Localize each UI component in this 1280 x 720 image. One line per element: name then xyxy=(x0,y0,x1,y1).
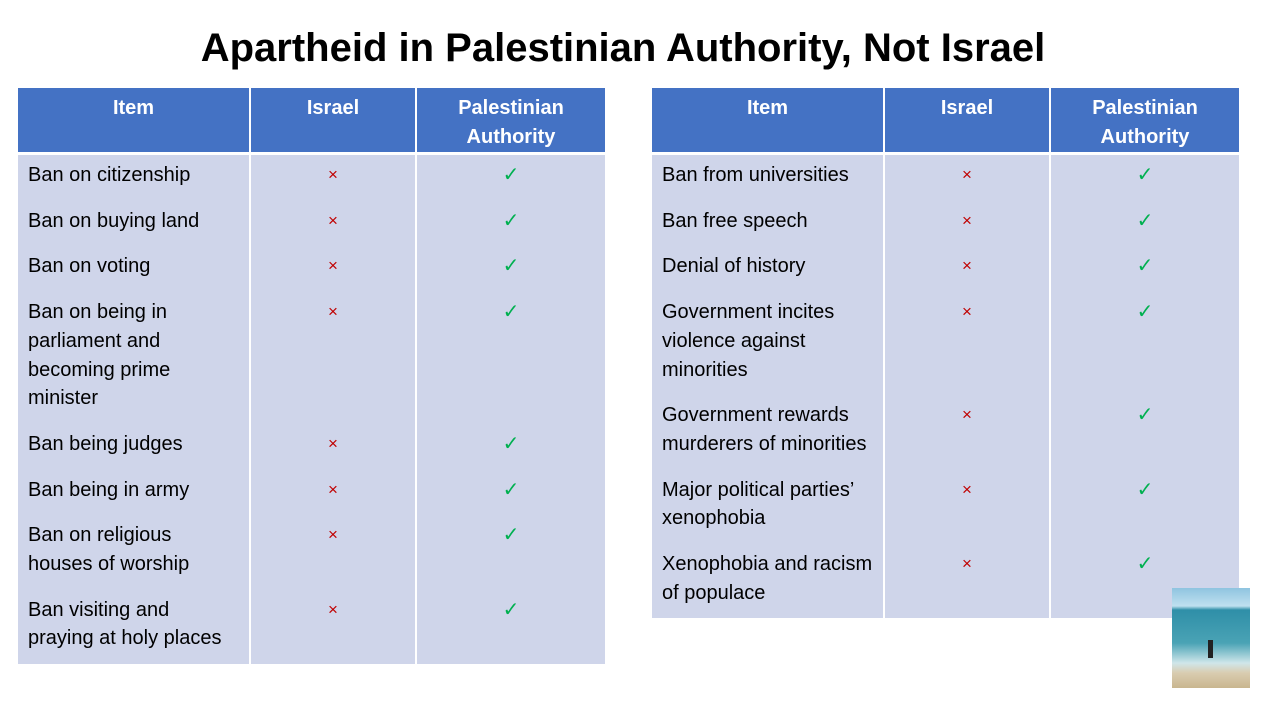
item-cell: Government incites violence against mino… xyxy=(652,292,885,396)
pa-cell: ✓ xyxy=(416,292,605,424)
table-header: Item Israel Palestinian Authority xyxy=(18,88,605,155)
table-row: Ban free speech × ✓ xyxy=(652,200,1239,247)
table-row: Ban being judges × ✓ xyxy=(18,423,605,470)
item-cell: Ban free speech xyxy=(652,200,885,247)
comparison-table: Item Israel Palestinian Authority Ban from … xyxy=(652,88,1239,619)
item-cell: Ban on religious houses of worship xyxy=(18,515,251,590)
table-row: Ban on voting × ✓ xyxy=(18,246,605,293)
pa-cell: ✓ xyxy=(1050,153,1239,201)
israel-cell: × xyxy=(250,292,417,424)
table-row: Xenophobia and racism of populace × ✓ xyxy=(652,544,1239,619)
pa-cell: ✓ xyxy=(416,515,605,590)
table-body: Ban on citizenship × ✓ Ban on buying land × ✓… xyxy=(18,153,605,665)
header-cell: Israel xyxy=(250,88,417,155)
israel-cell: × xyxy=(884,395,1051,470)
item-cell: Ban on voting xyxy=(18,246,251,293)
israel-cell: × xyxy=(884,292,1051,396)
pa-cell: ✓ xyxy=(1050,292,1239,396)
item-cell: Ban being judges xyxy=(18,423,251,470)
item-cell: Xenophobia and racism of populace xyxy=(652,544,885,619)
israel-cell: × xyxy=(250,423,417,470)
table-row: Major political parties’ xenophobia × ✓ xyxy=(652,469,1239,545)
table-row: Ban on being in parliament and becoming … xyxy=(18,292,605,424)
photo-figure xyxy=(1208,640,1213,658)
pa-cell: ✓ xyxy=(416,246,605,293)
item-cell: Ban being in army xyxy=(18,469,251,516)
pa-cell: ✓ xyxy=(1050,544,1239,619)
pa-cell: ✓ xyxy=(416,153,605,201)
beach-photo xyxy=(1172,588,1250,688)
pa-cell: ✓ xyxy=(416,200,605,247)
israel-cell: × xyxy=(250,246,417,293)
pa-cell: ✓ xyxy=(1050,395,1239,470)
pa-cell: ✓ xyxy=(416,423,605,470)
item-cell: Major political parties’ xenophobia xyxy=(652,469,885,545)
table-row: Denial of history × ✓ xyxy=(652,246,1239,293)
israel-cell: × xyxy=(884,153,1051,201)
israel-cell: × xyxy=(884,246,1051,293)
pa-cell: ✓ xyxy=(1050,246,1239,293)
item-cell: Ban on being in parliament and becoming … xyxy=(18,292,251,424)
header-cell: Item xyxy=(18,88,251,155)
table-row: Government rewards murderers of minoriti… xyxy=(652,395,1239,470)
item-cell: Denial of history xyxy=(652,246,885,293)
israel-cell: × xyxy=(884,544,1051,619)
israel-cell: × xyxy=(250,153,417,201)
table-row: Ban from universities × ✓ xyxy=(652,153,1239,201)
israel-cell: × xyxy=(250,469,417,516)
header-cell: Palestinian Authority xyxy=(1050,88,1239,155)
header-cell: Palestinian Authority xyxy=(416,88,605,155)
header-row: Item Israel Palestinian Authority xyxy=(18,88,605,155)
item-cell: Ban on buying land xyxy=(18,200,251,247)
table-body: Ban from universities × ✓ Ban free speech × ✓… xyxy=(652,153,1239,619)
israel-cell: × xyxy=(250,200,417,247)
israel-cell: × xyxy=(884,469,1051,545)
table-header: Item Israel Palestinian Authority xyxy=(652,88,1239,155)
item-cell: Government rewards murderers of minoriti… xyxy=(652,395,885,470)
header-cell: Israel xyxy=(884,88,1051,155)
table-row: Ban visiting and praying at holy places ×… xyxy=(18,589,605,665)
israel-cell: × xyxy=(884,200,1051,247)
pa-cell: ✓ xyxy=(416,469,605,516)
pa-cell: ✓ xyxy=(1050,200,1239,247)
table-row: Government incites violence against mino… xyxy=(652,292,1239,396)
comparison-table: Item Israel Palestinian Authority Ban on ci… xyxy=(18,88,605,665)
pa-cell: ✓ xyxy=(416,589,605,665)
table-row: Ban being in army × ✓ xyxy=(18,469,605,516)
israel-cell: × xyxy=(250,589,417,665)
pa-cell: ✓ xyxy=(1050,469,1239,545)
israel-cell: × xyxy=(250,515,417,590)
slide-title: Apartheid in Palestinian Authority, Not … xyxy=(200,26,1046,70)
table-row: Ban on buying land × ✓ xyxy=(18,200,605,247)
table-row: Ban on citizenship × ✓ xyxy=(18,153,605,201)
table-row: Ban on religious houses of worship × ✓ xyxy=(18,515,605,590)
header-row: Item Israel Palestinian Authority xyxy=(652,88,1239,155)
header-cell: Item xyxy=(652,88,885,155)
item-cell: Ban visiting and praying at holy places xyxy=(18,589,251,665)
item-cell: Ban from universities xyxy=(652,153,885,201)
item-cell: Ban on citizenship xyxy=(18,153,251,201)
